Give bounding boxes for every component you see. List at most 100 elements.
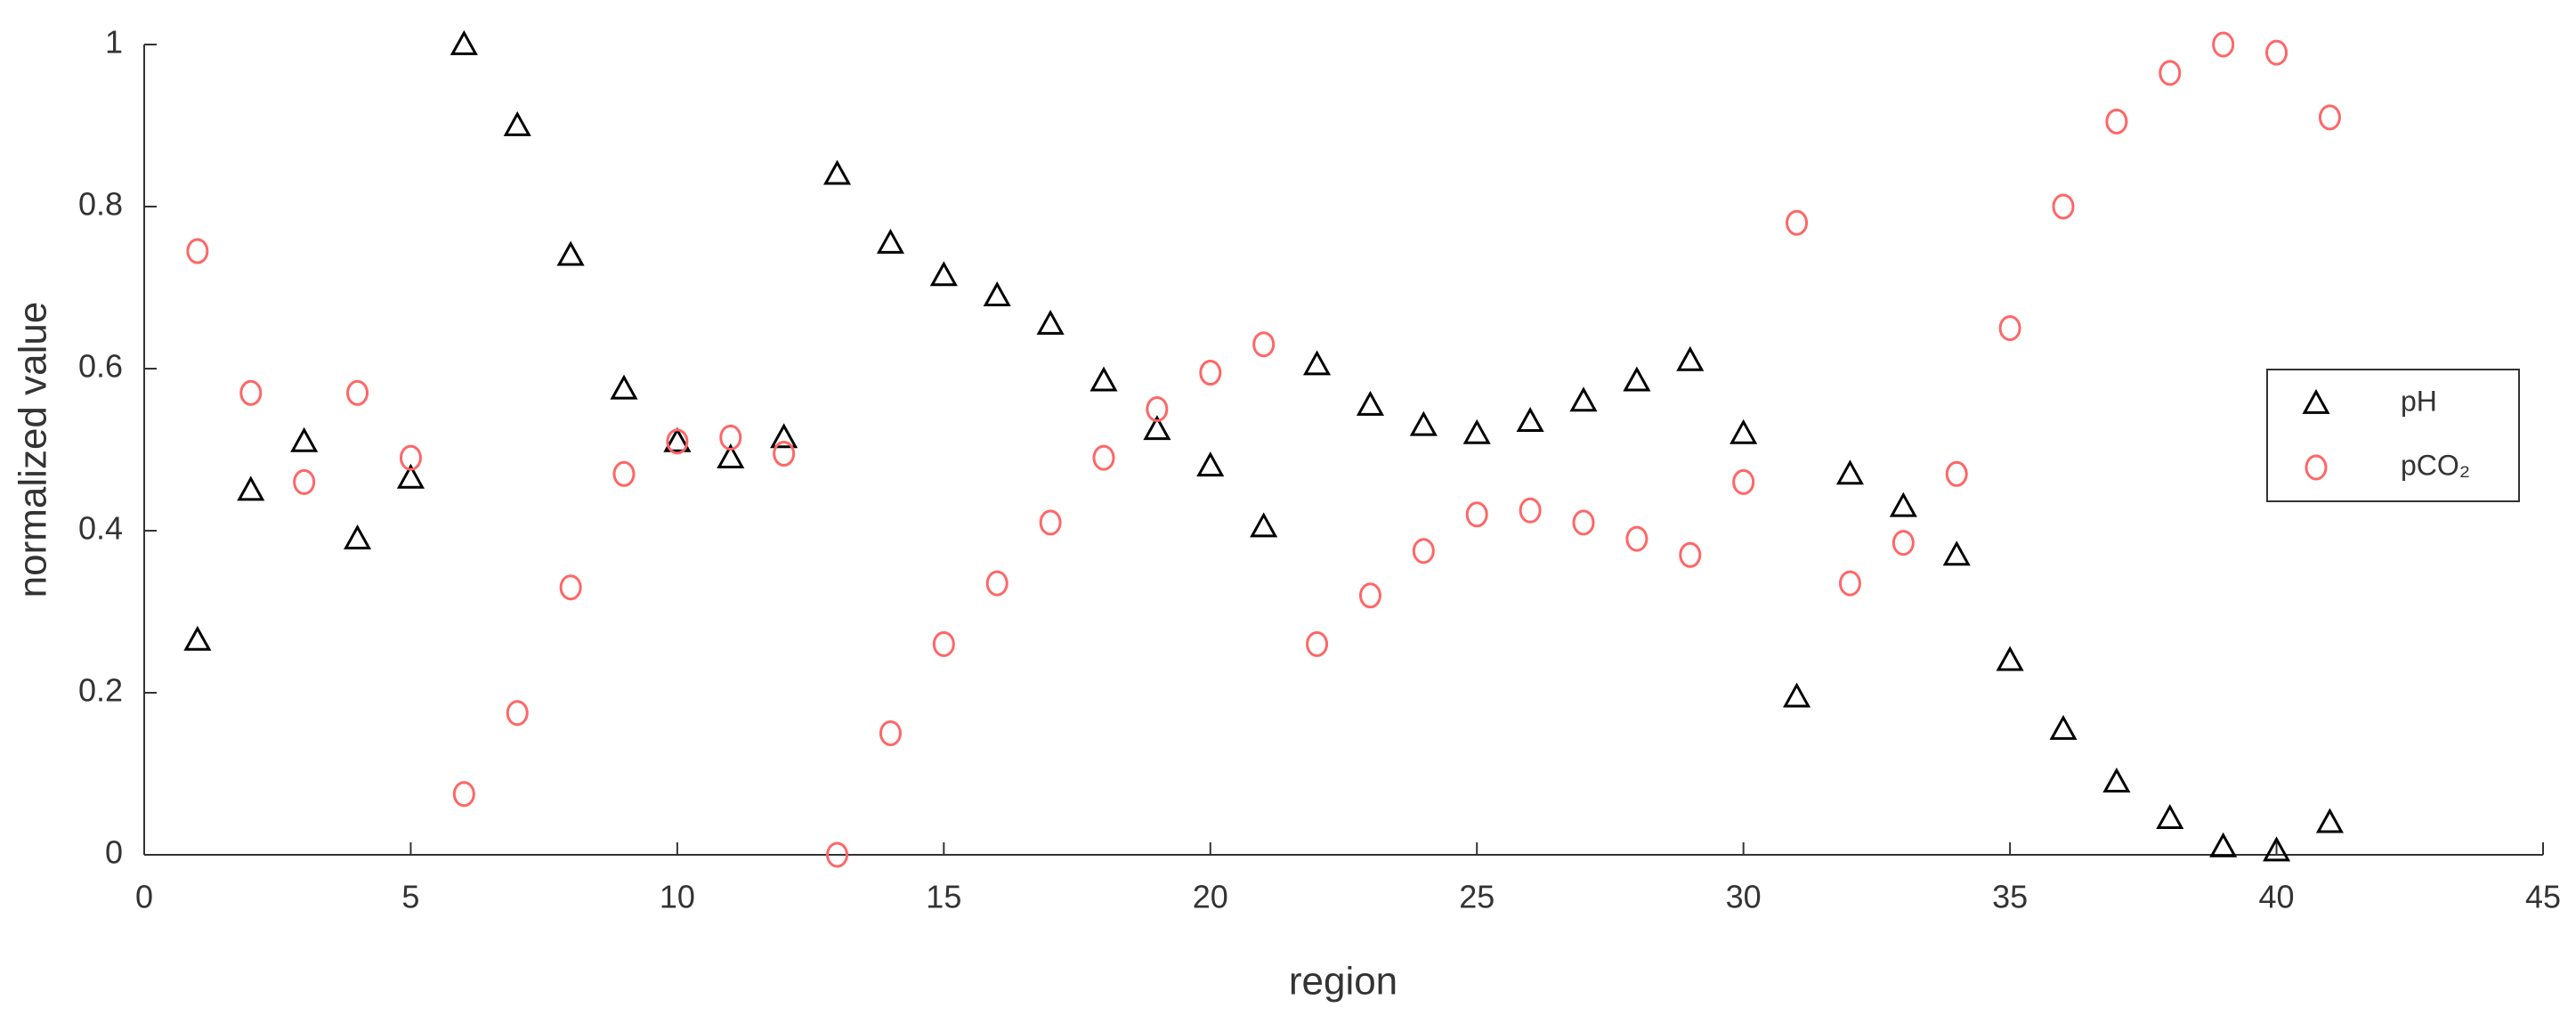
legend-label: pH [2401, 385, 2437, 417]
marker-triangle [503, 110, 531, 136]
marker-triangle [2209, 832, 2238, 857]
marker-triangle [1356, 390, 1384, 416]
marker-circle [985, 570, 1009, 597]
marker-circle [2212, 31, 2235, 58]
marker-triangle [717, 443, 745, 468]
marker-circle [1465, 501, 1488, 528]
y-tick-label: 0.4 [78, 510, 123, 547]
marker-triangle [823, 159, 852, 185]
marker-triangle [1090, 366, 1118, 392]
marker-triangle [2156, 803, 2184, 829]
marker-circle [239, 379, 263, 406]
marker-circle [559, 574, 582, 601]
marker-triangle [770, 423, 798, 449]
marker-circle [186, 238, 209, 264]
marker-triangle [1996, 646, 2024, 671]
marker-triangle [1516, 407, 1544, 433]
marker-circle [1146, 396, 1169, 422]
marker-circle [1732, 468, 1755, 495]
marker-triangle [556, 240, 585, 266]
x-tick-label: 10 [660, 879, 695, 915]
marker-circle [1998, 315, 2021, 341]
marker-circle [506, 700, 529, 727]
marker-triangle [396, 463, 425, 489]
marker-circle [826, 841, 849, 868]
x-tick-label: 25 [1459, 879, 1495, 915]
marker-circle [1039, 509, 1062, 536]
marker-circle [1891, 530, 1915, 557]
x-tick-label: 45 [2525, 879, 2561, 915]
marker-triangle [2263, 836, 2291, 862]
marker-triangle [983, 281, 1011, 306]
marker-circle [2265, 39, 2288, 66]
y-axis-label: normalized value [12, 302, 55, 598]
marker-triangle [929, 261, 958, 287]
marker-triangle [2315, 808, 2344, 833]
y-tick-label: 0.8 [78, 186, 123, 223]
legend-marker [2302, 388, 2330, 414]
y-tick-label: 0 [105, 834, 123, 871]
marker-triangle [290, 427, 319, 452]
marker-triangle [1729, 418, 1758, 444]
marker-triangle [1303, 350, 1332, 376]
y-tick-label: 0.2 [78, 672, 123, 709]
x-tick-label: 35 [1992, 879, 2028, 915]
marker-triangle [1462, 418, 1491, 444]
marker-circle [1786, 209, 1809, 236]
marker-triangle [1036, 309, 1065, 335]
marker-triangle [2049, 714, 2078, 740]
marker-triangle [1623, 366, 1651, 392]
marker-circle [399, 444, 422, 471]
marker-circle [2159, 60, 2182, 86]
marker-triangle [1250, 512, 1278, 538]
marker-circle [719, 424, 742, 451]
marker-circle [293, 468, 316, 495]
marker-triangle [663, 427, 692, 452]
marker-triangle [1196, 451, 1225, 477]
x-tick-label: 40 [2259, 879, 2295, 915]
marker-triangle [610, 374, 638, 400]
x-tick-label: 15 [926, 879, 961, 915]
marker-circle [346, 379, 369, 406]
marker-circle [666, 428, 689, 455]
marker-circle [2105, 108, 2128, 134]
marker-triangle [344, 524, 372, 549]
marker-triangle [1569, 386, 1598, 412]
marker-circle [2318, 104, 2341, 131]
marker-circle [879, 720, 902, 746]
marker-circle [1306, 630, 1329, 657]
marker-circle [1252, 331, 1276, 358]
marker-triangle [1889, 492, 1917, 517]
x-tick-label: 5 [401, 879, 419, 915]
marker-circle [1838, 570, 1861, 597]
marker-triangle [1783, 682, 1811, 708]
marker-circle [1412, 538, 1435, 565]
marker-triangle [1409, 410, 1438, 436]
marker-circle [1092, 444, 1115, 471]
y-tick-label: 1 [105, 24, 123, 61]
marker-circle [1945, 460, 1968, 487]
marker-triangle [237, 475, 265, 501]
marker-triangle [1835, 459, 1864, 485]
x-axis-label: region [1289, 960, 1397, 1004]
marker-circle [1519, 497, 1542, 524]
x-tick-label: 30 [1726, 879, 1762, 915]
x-tick-label: 0 [135, 879, 153, 915]
marker-circle [1625, 525, 1648, 552]
marker-triangle [1942, 540, 1971, 566]
legend-box [2266, 369, 2520, 502]
marker-circle [612, 460, 636, 487]
marker-triangle [2102, 768, 2131, 792]
marker-circle [1358, 582, 1381, 609]
legend-label: pCO₂ [2401, 449, 2470, 481]
marker-circle [773, 441, 796, 467]
marker-triangle [450, 29, 478, 55]
marker-circle [932, 630, 955, 657]
marker-circle [1199, 360, 1222, 386]
y-tick-label: 0.6 [78, 348, 123, 385]
legend-marker [2305, 454, 2328, 481]
x-tick-label: 20 [1193, 879, 1228, 915]
marker-circle [452, 781, 475, 808]
marker-triangle [1676, 345, 1705, 371]
